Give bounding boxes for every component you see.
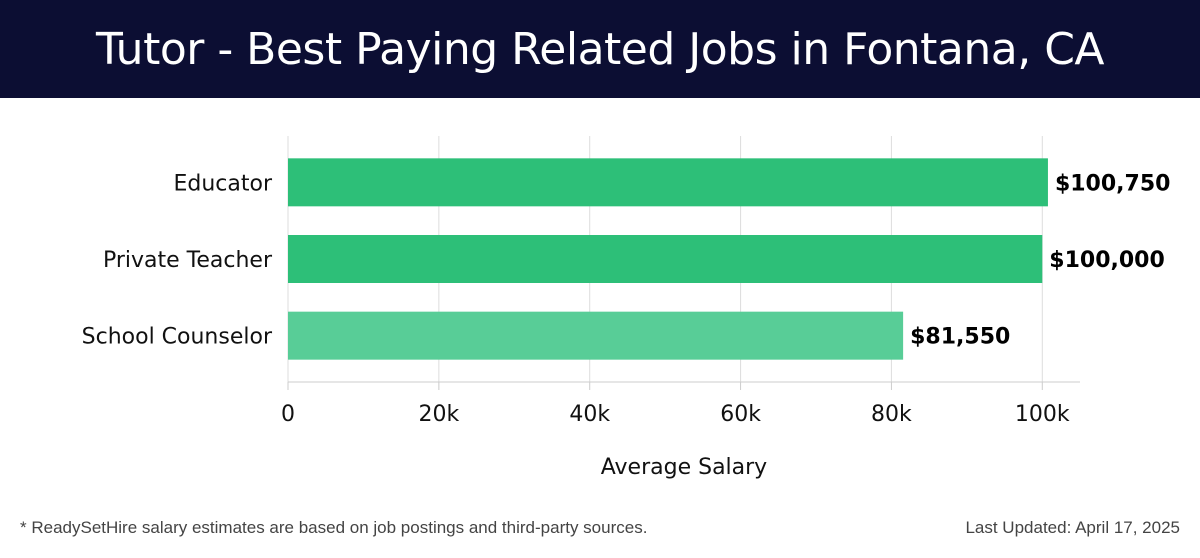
- salary-bar-chart: 0 20k 40k 60k 80k 100k Educator $100,750 Private…: [82, 136, 1171, 480]
- chart-header: Tutor - Best Paying Related Jobs in Font…: [0, 0, 1200, 98]
- value-label: $81,550: [910, 325, 1010, 350]
- value-label: $100,750: [1055, 171, 1171, 196]
- last-updated: Last Updated: April 17, 2025: [965, 518, 1180, 537]
- value-label: $100,000: [1049, 248, 1165, 273]
- bar: [288, 235, 1043, 283]
- x-tick-label: 20k: [418, 402, 459, 427]
- category-label: School Counselor: [82, 325, 273, 350]
- x-tick-label: 100k: [1015, 402, 1070, 427]
- chart-title: Tutor - Best Paying Related Jobs in Font…: [95, 23, 1105, 75]
- x-axis-title: Average Salary: [601, 455, 767, 480]
- bar: [288, 311, 904, 360]
- category-label: Private Teacher: [103, 248, 273, 273]
- bar: [288, 158, 1048, 207]
- x-tick-label: 60k: [720, 402, 761, 427]
- x-tick-label: 40k: [569, 402, 610, 427]
- footer-note: * ReadySetHire salary estimates are base…: [20, 518, 648, 537]
- category-label: Educator: [173, 171, 272, 196]
- x-tick-label: 80k: [871, 402, 912, 427]
- x-tick-label: 0: [281, 402, 295, 427]
